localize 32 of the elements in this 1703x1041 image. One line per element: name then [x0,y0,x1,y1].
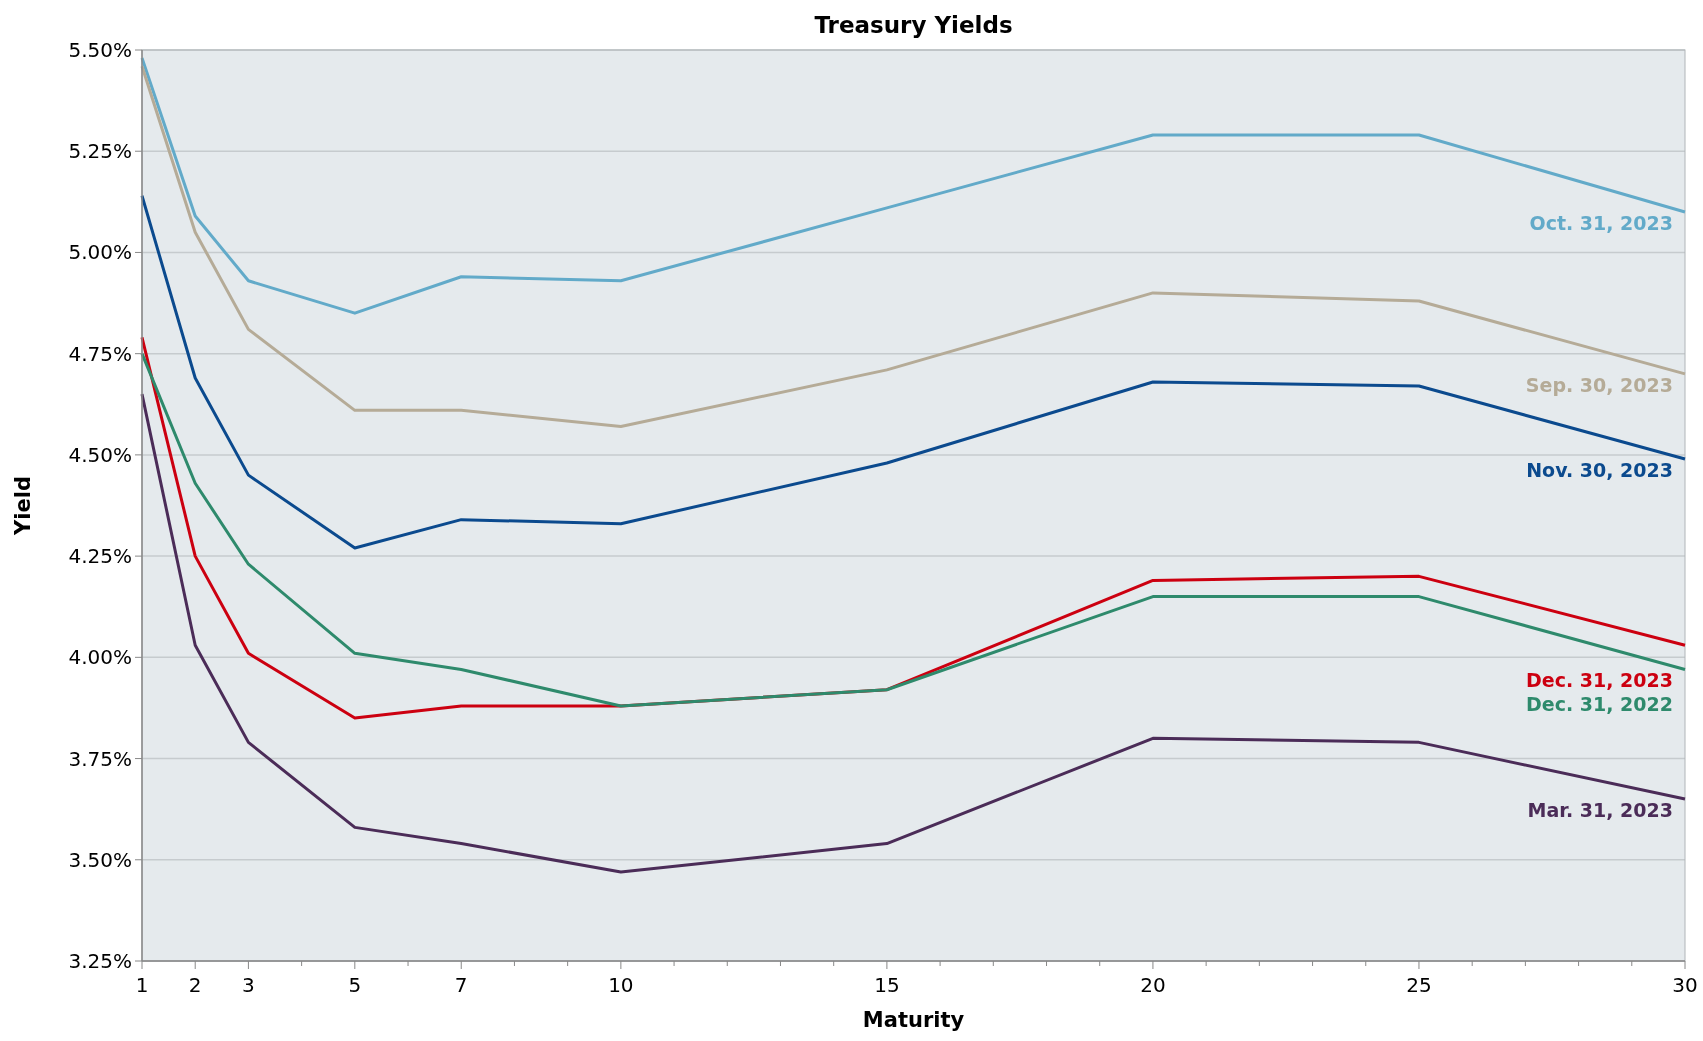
x-tick-label: 25 [1406,973,1432,997]
y-tick-label: 3.25% [68,949,132,973]
y-tick-label: 4.00% [68,645,132,670]
series-label: Dec. 31, 2022 [1526,693,1673,716]
y-tick-label: 3.75% [68,746,132,771]
line-series [140,194,1687,550]
series-label: Nov. 30, 2023 [1526,458,1673,481]
x-tick-label: 15 [874,973,900,997]
x-tick-label: 5 [348,973,362,997]
y-tick-label: 5.00% [68,240,132,265]
y-tick-label: 4.25% [68,544,132,569]
line-series [140,64,1687,429]
x-tick-label: 1 [135,973,149,997]
x-tick-label: 10 [608,973,634,997]
series-label: Oct. 31, 2023 [1529,211,1673,234]
x-tick-label: 30 [1672,973,1698,997]
y-axis-title: Yield [11,476,35,536]
series-label: Sep. 30, 2023 [1525,373,1673,396]
y-tick-label: 4.50% [68,442,132,467]
x-axis-title: Maturity [862,1008,965,1032]
x-tick-label: 7 [454,973,468,997]
y-tick-label: 4.75% [68,341,132,366]
series-label: Dec. 31, 2023 [1526,669,1673,692]
series-label: Mar. 31, 2023 [1527,799,1673,822]
y-tick-label: 3.50% [68,847,132,872]
x-tick-label: 2 [188,973,202,997]
x-tick-label: 3 [242,973,255,997]
y-tick-label: 5.25% [68,139,132,164]
y-tick-label: 5.50% [68,38,132,62]
line-series [140,56,1687,315]
x-tick-label: 20 [1140,973,1166,997]
chart-title: Treasury Yields [814,12,1013,38]
